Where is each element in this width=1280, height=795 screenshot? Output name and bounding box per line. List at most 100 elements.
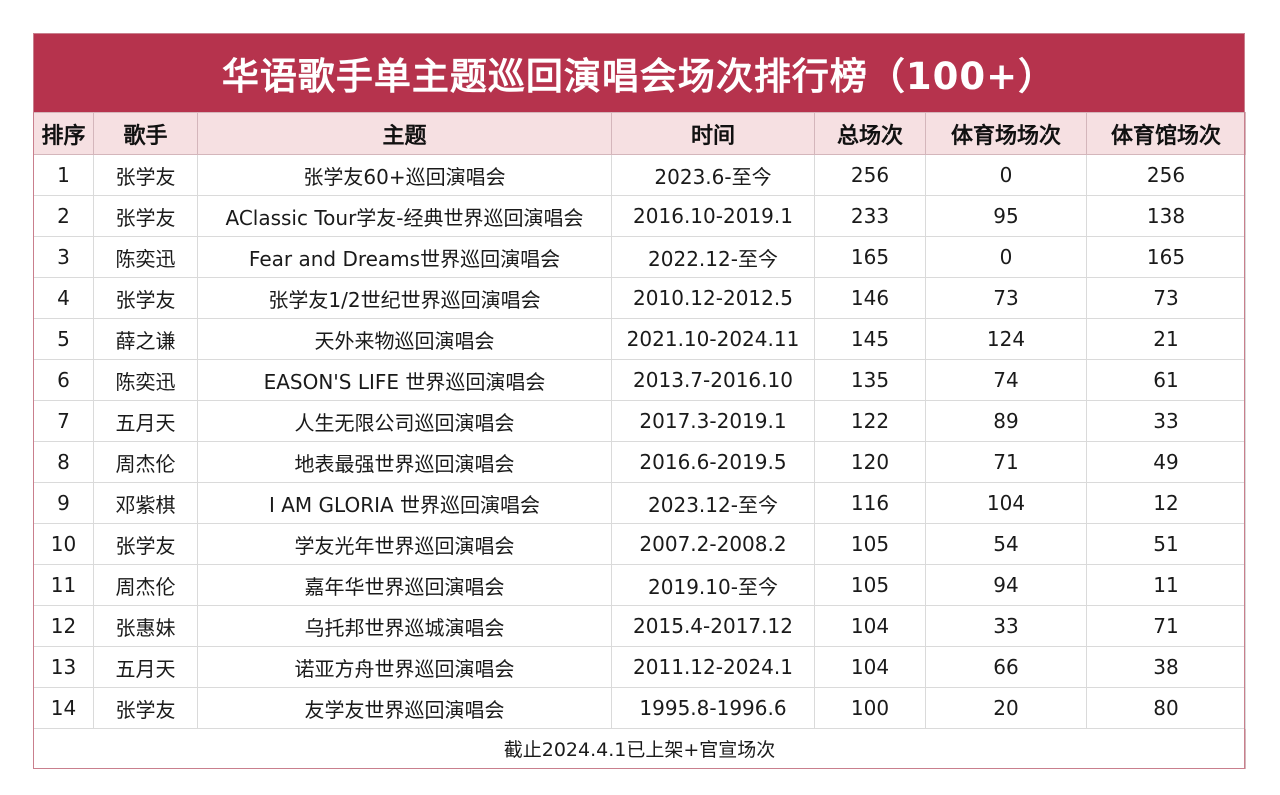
singer-cell: 张惠妹 bbox=[93, 605, 198, 647]
time-cell: 2015.4-2017.12 bbox=[611, 605, 815, 647]
rank-cell: 14 bbox=[33, 687, 94, 729]
rank-cell: 10 bbox=[33, 523, 94, 565]
time-cell: 2022.12-至今 bbox=[611, 236, 815, 278]
rank-cell: 4 bbox=[33, 277, 94, 319]
arena-cell: 256 bbox=[1086, 154, 1246, 196]
table-row: 9 邓紫棋 I AM GLORIA 世界巡回演唱会 2023.12-至今 116… bbox=[33, 482, 1246, 524]
arena-cell: 38 bbox=[1086, 646, 1246, 688]
singer-cell: 张学友 bbox=[93, 154, 198, 196]
table-row: 10 张学友 学友光年世界巡回演唱会 2007.2-2008.2 105 54 … bbox=[33, 523, 1246, 565]
total-cell: 122 bbox=[814, 400, 926, 442]
time-cell: 2021.10-2024.11 bbox=[611, 318, 815, 360]
total-cell: 233 bbox=[814, 195, 926, 237]
total-cell: 105 bbox=[814, 564, 926, 606]
theme-cell: EASON'S LIFE 世界巡回演唱会 bbox=[197, 359, 612, 401]
time-cell: 2007.2-2008.2 bbox=[611, 523, 815, 565]
stadium-cell: 66 bbox=[925, 646, 1087, 688]
total-cell: 135 bbox=[814, 359, 926, 401]
header-time: 时间 bbox=[611, 112, 815, 155]
time-cell: 2011.12-2024.1 bbox=[611, 646, 815, 688]
rank-cell: 11 bbox=[33, 564, 94, 606]
arena-cell: 73 bbox=[1086, 277, 1246, 319]
singer-cell: 张学友 bbox=[93, 277, 198, 319]
header-theme: 主题 bbox=[197, 112, 612, 155]
table-row: 5 薛之谦 天外来物巡回演唱会 2021.10-2024.11 145 124 … bbox=[33, 318, 1246, 360]
arena-cell: 49 bbox=[1086, 441, 1246, 483]
singer-cell: 陈奕迅 bbox=[93, 236, 198, 278]
stadium-cell: 0 bbox=[925, 236, 1087, 278]
rank-cell: 7 bbox=[33, 400, 94, 442]
rank-cell: 2 bbox=[33, 195, 94, 237]
singer-cell: 周杰伦 bbox=[93, 441, 198, 483]
theme-cell: 张学友1/2世纪世界巡回演唱会 bbox=[197, 277, 612, 319]
stadium-cell: 124 bbox=[925, 318, 1087, 360]
table-row: 7 五月天 人生无限公司巡回演唱会 2017.3-2019.1 122 89 3… bbox=[33, 400, 1246, 442]
header-singer: 歌手 bbox=[93, 112, 198, 155]
table-header-row: 排序 歌手 主题 时间 总场次 体育场场次 体育馆场次 bbox=[33, 112, 1246, 155]
total-cell: 120 bbox=[814, 441, 926, 483]
time-cell: 2023.12-至今 bbox=[611, 482, 815, 524]
rank-cell: 5 bbox=[33, 318, 94, 360]
theme-cell: AClassic Tour学友-经典世界巡回演唱会 bbox=[197, 195, 612, 237]
table-row: 2 张学友 AClassic Tour学友-经典世界巡回演唱会 2016.10-… bbox=[33, 195, 1246, 237]
ranking-sheet: 华语歌手单主题巡回演唱会场次排行榜（100+） 排序 歌手 主题 时间 总场次 … bbox=[33, 33, 1246, 769]
rank-cell: 3 bbox=[33, 236, 94, 278]
arena-cell: 138 bbox=[1086, 195, 1246, 237]
stadium-cell: 95 bbox=[925, 195, 1087, 237]
total-cell: 145 bbox=[814, 318, 926, 360]
arena-cell: 11 bbox=[1086, 564, 1246, 606]
table-row: 13 五月天 诺亚方舟世界巡回演唱会 2011.12-2024.1 104 66… bbox=[33, 646, 1246, 688]
time-cell: 2017.3-2019.1 bbox=[611, 400, 815, 442]
stadium-cell: 74 bbox=[925, 359, 1087, 401]
table-row: 8 周杰伦 地表最强世界巡回演唱会 2016.6-2019.5 120 71 4… bbox=[33, 441, 1246, 483]
arena-cell: 51 bbox=[1086, 523, 1246, 565]
stadium-cell: 33 bbox=[925, 605, 1087, 647]
header-rank: 排序 bbox=[33, 112, 94, 155]
arena-cell: 12 bbox=[1086, 482, 1246, 524]
table-row: 3 陈奕迅 Fear and Dreams世界巡回演唱会 2022.12-至今 … bbox=[33, 236, 1246, 278]
table-row: 14 张学友 友学友世界巡回演唱会 1995.8-1996.6 100 20 8… bbox=[33, 687, 1246, 729]
rank-cell: 13 bbox=[33, 646, 94, 688]
arena-cell: 165 bbox=[1086, 236, 1246, 278]
total-cell: 146 bbox=[814, 277, 926, 319]
time-cell: 2023.6-至今 bbox=[611, 154, 815, 196]
arena-cell: 33 bbox=[1086, 400, 1246, 442]
stadium-cell: 71 bbox=[925, 441, 1087, 483]
total-cell: 104 bbox=[814, 605, 926, 647]
theme-cell: Fear and Dreams世界巡回演唱会 bbox=[197, 236, 612, 278]
rank-cell: 12 bbox=[33, 605, 94, 647]
singer-cell: 邓紫棋 bbox=[93, 482, 198, 524]
table-row: 12 张惠妹 乌托邦世界巡城演唱会 2015.4-2017.12 104 33 … bbox=[33, 605, 1246, 647]
singer-cell: 五月天 bbox=[93, 400, 198, 442]
arena-cell: 71 bbox=[1086, 605, 1246, 647]
arena-cell: 80 bbox=[1086, 687, 1246, 729]
rank-cell: 6 bbox=[33, 359, 94, 401]
time-cell: 1995.8-1996.6 bbox=[611, 687, 815, 729]
singer-cell: 陈奕迅 bbox=[93, 359, 198, 401]
ranking-table: 排序 歌手 主题 时间 总场次 体育场场次 体育馆场次 1 张学友 张学友60+… bbox=[33, 112, 1246, 769]
rank-cell: 8 bbox=[33, 441, 94, 483]
singer-cell: 五月天 bbox=[93, 646, 198, 688]
theme-cell: 乌托邦世界巡城演唱会 bbox=[197, 605, 612, 647]
table-row: 6 陈奕迅 EASON'S LIFE 世界巡回演唱会 2013.7-2016.1… bbox=[33, 359, 1246, 401]
theme-cell: 学友光年世界巡回演唱会 bbox=[197, 523, 612, 565]
theme-cell: 友学友世界巡回演唱会 bbox=[197, 687, 612, 729]
stadium-cell: 54 bbox=[925, 523, 1087, 565]
singer-cell: 周杰伦 bbox=[93, 564, 198, 606]
rank-cell: 9 bbox=[33, 482, 94, 524]
theme-cell: 嘉年华世界巡回演唱会 bbox=[197, 564, 612, 606]
time-cell: 2019.10-至今 bbox=[611, 564, 815, 606]
stadium-cell: 104 bbox=[925, 482, 1087, 524]
theme-cell: 张学友60+巡回演唱会 bbox=[197, 154, 612, 196]
header-stadium: 体育场场次 bbox=[925, 112, 1087, 155]
singer-cell: 张学友 bbox=[93, 195, 198, 237]
time-cell: 2013.7-2016.10 bbox=[611, 359, 815, 401]
theme-cell: 人生无限公司巡回演唱会 bbox=[197, 400, 612, 442]
theme-cell: 地表最强世界巡回演唱会 bbox=[197, 441, 612, 483]
header-arena: 体育馆场次 bbox=[1086, 112, 1246, 155]
theme-cell: I AM GLORIA 世界巡回演唱会 bbox=[197, 482, 612, 524]
stadium-cell: 0 bbox=[925, 154, 1087, 196]
stadium-cell: 89 bbox=[925, 400, 1087, 442]
total-cell: 116 bbox=[814, 482, 926, 524]
stadium-cell: 20 bbox=[925, 687, 1087, 729]
